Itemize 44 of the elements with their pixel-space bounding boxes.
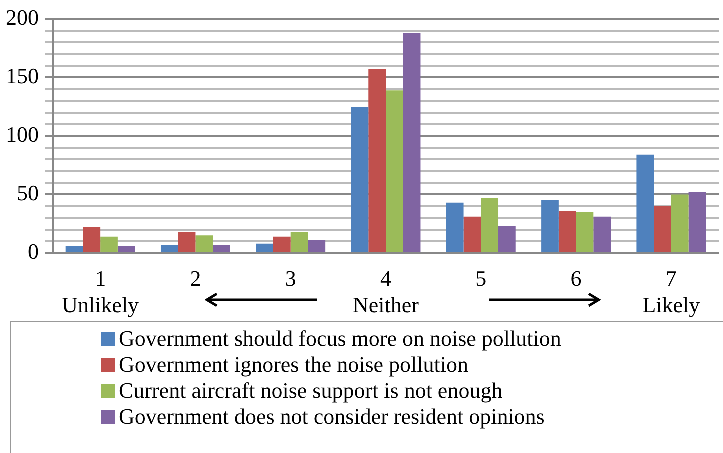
bar bbox=[446, 202, 464, 252]
y-tick-label: 50 bbox=[17, 180, 39, 206]
y-tick-label: 200 bbox=[6, 4, 39, 30]
bar bbox=[576, 212, 594, 252]
bar bbox=[213, 245, 230, 252]
bar bbox=[308, 240, 326, 252]
bar bbox=[178, 232, 196, 252]
bar bbox=[290, 232, 308, 252]
x-tick-label: 1 Unlikely bbox=[62, 266, 140, 318]
bar bbox=[542, 200, 559, 252]
bar bbox=[558, 211, 576, 252]
bar bbox=[481, 198, 499, 252]
y-tick-label: 100 bbox=[6, 122, 39, 147]
legend-label: Government should focus more on noise pollution bbox=[119, 326, 562, 352]
bar bbox=[403, 33, 421, 252]
x-tick-label: 3 bbox=[285, 266, 296, 292]
bar bbox=[160, 245, 178, 252]
bar bbox=[83, 227, 101, 252]
legend-label: Current aircraft noise support is not enough bbox=[119, 378, 503, 404]
x-tick-label: 4 Neither bbox=[353, 266, 420, 318]
bar bbox=[100, 236, 118, 252]
bar bbox=[386, 90, 404, 252]
x-tick-label: 7 Likely bbox=[642, 266, 700, 318]
bar bbox=[196, 236, 214, 252]
y-tick-label: 150 bbox=[6, 63, 39, 88]
bar bbox=[464, 216, 482, 252]
bar bbox=[654, 206, 672, 252]
x-tick-label: 6 bbox=[570, 266, 582, 292]
bar bbox=[688, 192, 706, 252]
bar bbox=[256, 244, 274, 252]
legend-label: Government does not consider resident opinions bbox=[119, 404, 545, 430]
bar bbox=[636, 154, 654, 252]
bar bbox=[368, 70, 386, 252]
y-tick-label: 0 bbox=[28, 238, 39, 264]
x-tick-label: 5 bbox=[476, 266, 487, 292]
bar bbox=[498, 226, 516, 252]
legend-label: Government ignores the noise pollution bbox=[119, 352, 468, 378]
bar bbox=[351, 106, 369, 252]
bar bbox=[671, 194, 689, 252]
x-tick-label: 2 bbox=[190, 266, 202, 292]
bar bbox=[273, 236, 291, 252]
bar bbox=[118, 246, 136, 252]
bar bbox=[66, 246, 84, 252]
bar bbox=[594, 216, 612, 252]
